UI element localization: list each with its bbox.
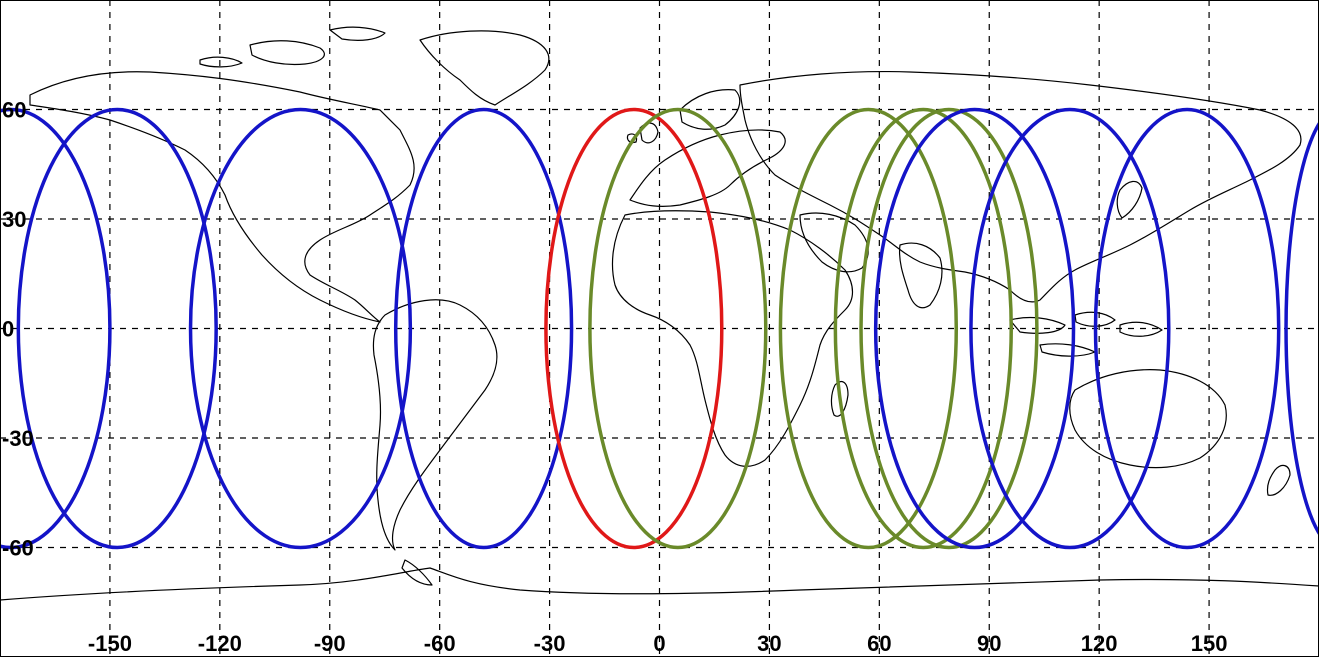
- coverage-circle-6: [588, 107, 768, 550]
- coastline-north-america: [29, 71, 415, 323]
- lon-label: 90: [977, 631, 1001, 656]
- coastline-antarctica: [0, 567, 1319, 601]
- coverage-circle-1: [0, 107, 112, 550]
- coverage-circle-5: [544, 107, 724, 550]
- coastline-japan: [1116, 180, 1143, 219]
- coverage-circles: [0, 107, 1319, 550]
- lat-label: 30: [2, 207, 26, 232]
- coastline-antarctic-peninsula: [401, 559, 433, 586]
- lon-label: -30: [534, 631, 566, 656]
- coastline-arabia: [799, 212, 869, 273]
- coverage-circle-3: [188, 107, 413, 550]
- coastline-australia: [1069, 369, 1227, 469]
- coverage-circle-13: [1284, 120, 1319, 537]
- lon-label: 120: [1081, 631, 1118, 656]
- coastline-new-zealand: [1266, 464, 1291, 496]
- longitude-labels: -150 -120 -90 -60 -30 0 30 60 90 120 150: [88, 631, 1228, 656]
- coastline-greenland: [419, 30, 550, 106]
- lat-label: 0: [2, 317, 14, 342]
- coastline-south-america: [372, 299, 498, 551]
- coverage-circle-8: [833, 107, 1013, 550]
- lon-label: -90: [314, 631, 346, 656]
- coverage-circle-10: [873, 107, 1076, 550]
- coastline-india: [898, 242, 943, 309]
- lat-label: -60: [2, 536, 34, 561]
- coverage-circle-2: [16, 107, 218, 550]
- lon-label: 30: [757, 631, 781, 656]
- latitude-labels: 60 30 0 -30 -60: [2, 98, 34, 561]
- coverage-circle-7: [778, 107, 959, 550]
- coverage-circle-9: [859, 107, 1039, 550]
- lat-label: -30: [2, 426, 34, 451]
- coverage-circle-11: [969, 107, 1171, 550]
- lon-label: 0: [653, 631, 665, 656]
- lon-label: -120: [198, 631, 242, 656]
- coverage-circle-12: [1093, 107, 1281, 550]
- coastline-arctic-islands: [199, 26, 386, 68]
- coverage-circle-4: [393, 107, 574, 550]
- lon-label: 150: [1191, 631, 1228, 656]
- lat-label: 60: [2, 98, 26, 123]
- lon-label: -60: [424, 631, 456, 656]
- lon-label: 60: [867, 631, 891, 656]
- coastline-indonesia: [1009, 311, 1163, 357]
- coastline-europe: [629, 129, 786, 207]
- lon-label: -150: [88, 631, 132, 656]
